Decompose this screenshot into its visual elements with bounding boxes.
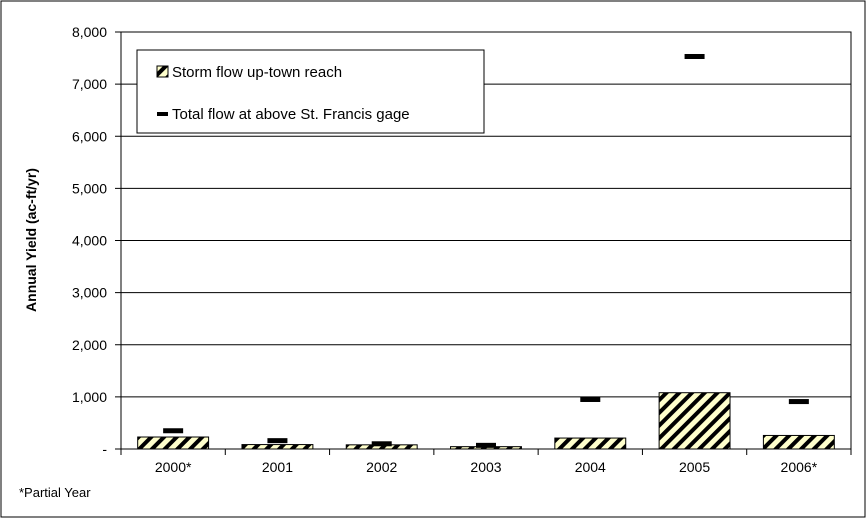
marker-total-flow <box>684 53 705 59</box>
y-tick-label: - <box>102 441 107 457</box>
y-tick-label: 2,000 <box>72 337 107 353</box>
legend-label-storm-flow: Storm flow up-town reach <box>172 64 342 81</box>
x-tick-label: 2004 <box>575 459 606 475</box>
y-tick-labels: - 1,000 2,000 3,000 4,000 5,000 6,000 7,000 8,00… <box>72 24 107 457</box>
marker-total-flow <box>476 442 496 448</box>
y-tick-label: 6,000 <box>72 128 107 144</box>
y-tick-label: 3,000 <box>72 285 107 301</box>
x-tick-label: 2002 <box>366 459 397 475</box>
marker-total-flow <box>788 399 809 405</box>
marker-total-flow <box>267 438 288 444</box>
legend-swatch-storm-flow <box>156 65 169 78</box>
y-tick-label: 5,000 <box>72 180 107 196</box>
footnote: *Partial Year <box>19 485 91 500</box>
x-tick-labels: 2000* 2001 2002 2003 2004 2005 2006* <box>155 459 818 475</box>
x-tick-label: 2001 <box>262 459 293 475</box>
x-tick-label: 2006* <box>781 459 818 475</box>
bar-storm-flow <box>658 392 731 450</box>
bar-storm-flow <box>241 444 314 450</box>
x-tick-label: 2003 <box>470 459 501 475</box>
bar-storm-flow <box>137 436 210 450</box>
legend-label-total-flow: Total flow at above St. Francis gage <box>172 106 410 123</box>
y-axis-label: Annual Yield (ac-ft/yr) <box>23 168 39 312</box>
y-tick-label: 8,000 <box>72 24 107 40</box>
y-tick-label: 1,000 <box>72 389 107 405</box>
legend-box <box>136 49 485 134</box>
marker-total-flow <box>163 428 184 434</box>
bar-storm-flow <box>762 434 835 450</box>
x-tick-label: 2005 <box>679 459 710 475</box>
legend: Storm flow up-town reach Total flow at a… <box>136 49 485 134</box>
marker-series <box>163 53 809 448</box>
marker-total-flow <box>371 441 392 447</box>
legend-swatch-total-flow <box>157 112 168 116</box>
marker-total-flow <box>580 396 601 402</box>
y-tick-label: 4,000 <box>72 233 107 249</box>
y-tick-label: 7,000 <box>72 76 107 92</box>
bar-storm-flow <box>554 437 627 450</box>
x-tick-label: 2000* <box>155 459 192 475</box>
